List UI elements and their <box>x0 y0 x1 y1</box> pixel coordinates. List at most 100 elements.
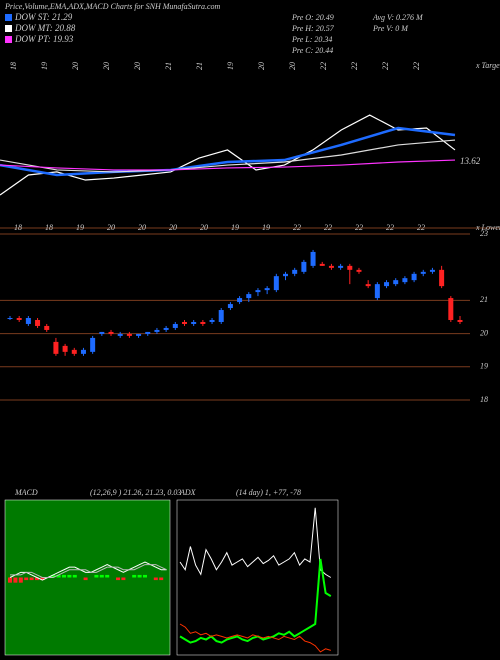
candle-body <box>457 319 463 322</box>
date-label: 22 <box>355 223 363 232</box>
candle-body <box>429 269 435 272</box>
candle-body <box>108 331 114 334</box>
ema-last-label: 13.62 <box>460 156 481 166</box>
candle-body <box>246 294 252 299</box>
date-label: 20 <box>107 223 115 232</box>
candle-body <box>365 284 371 287</box>
candle-body <box>402 278 408 283</box>
histogram-bar <box>72 574 77 578</box>
candle-body <box>99 331 105 334</box>
histogram-bar <box>40 577 45 581</box>
histogram-bar <box>35 577 39 581</box>
candle-body <box>283 273 289 277</box>
candle-body <box>7 317 13 319</box>
histogram-bar <box>159 577 164 581</box>
stat: Pre L: 20.34 <box>291 35 332 44</box>
histogram-bar <box>105 574 110 578</box>
candle-body <box>347 265 353 270</box>
y-tick-label: 19 <box>480 362 488 371</box>
candle-body <box>393 280 399 285</box>
histogram-bar <box>67 574 72 578</box>
candle-body <box>237 298 243 303</box>
adx-line <box>179 507 332 578</box>
candle-body <box>25 317 31 324</box>
histogram-bar <box>24 577 29 581</box>
stat: Pre H: 20.57 <box>291 24 335 33</box>
candle-body <box>80 349 86 354</box>
adx-label: ADX <box>179 488 197 497</box>
candle-body <box>328 265 334 268</box>
date-label: 22 <box>293 223 301 232</box>
candle-body <box>191 321 197 324</box>
date-label: 19 <box>40 62 49 70</box>
date-label: 21 <box>195 62 204 70</box>
candle-body <box>117 333 123 336</box>
candle-body <box>90 337 96 352</box>
legend-swatch <box>5 36 12 43</box>
macd-line <box>9 561 167 581</box>
page-title: Price,Volume,EMA,ADX,MACD Charts for SNH… <box>4 2 221 11</box>
ema-line <box>0 139 456 173</box>
candle-body <box>200 321 206 324</box>
candle-body <box>209 319 215 322</box>
date-label: 18 <box>45 223 53 232</box>
ema-line <box>0 114 456 196</box>
candle-body <box>255 290 261 293</box>
histogram-bar <box>56 574 61 578</box>
candle-body <box>145 331 151 334</box>
candle-body <box>273 276 279 291</box>
candle-body <box>448 298 454 320</box>
legend-swatch <box>5 14 12 21</box>
histogram-bar <box>18 577 23 583</box>
histogram-bar <box>116 577 120 581</box>
candle-body <box>227 304 233 309</box>
date-label: 20 <box>169 223 177 232</box>
price-corner-label: x Lower <box>475 223 500 232</box>
date-label: 20 <box>102 62 111 70</box>
candle-body <box>292 269 298 274</box>
y-tick-label: 23 <box>480 229 488 238</box>
candle-body <box>16 317 22 320</box>
histogram-bar <box>29 577 34 581</box>
histogram-bar <box>137 574 142 578</box>
candle-body <box>411 273 417 281</box>
candle-body <box>136 333 142 336</box>
stat: Avg V: 0.276 M <box>372 13 424 22</box>
date-label: 19 <box>262 223 270 232</box>
candle-body <box>319 263 325 266</box>
candle-body <box>338 265 344 268</box>
y-tick-label: 21 <box>480 295 488 304</box>
histogram-bar <box>121 577 126 581</box>
histogram-bar <box>62 574 66 578</box>
stat: Pre O: 20.49 <box>291 13 334 22</box>
adx-params: (14 day) 1, +77, -78 <box>236 488 301 497</box>
candle-body <box>44 325 50 330</box>
ema-line <box>0 159 456 171</box>
candle-body <box>62 345 68 352</box>
candle-body <box>374 284 380 299</box>
stat: Pre V: 0 M <box>372 24 409 33</box>
y-tick-label: 18 <box>480 395 488 404</box>
legend-swatch <box>5 25 12 32</box>
histogram-bar <box>83 577 88 581</box>
date-label: 22 <box>319 62 328 70</box>
date-label: 22 <box>417 223 425 232</box>
adx-line <box>179 623 331 653</box>
date-label: 19 <box>226 62 235 70</box>
candle-body <box>301 261 307 272</box>
date-label: 22 <box>381 62 390 70</box>
candle-body <box>181 321 187 324</box>
stat: Pre C: 20.44 <box>291 46 333 55</box>
candle-body <box>384 282 390 287</box>
candle-body <box>35 319 41 326</box>
date-label: 22 <box>350 62 359 70</box>
adx-area <box>176 499 339 656</box>
adx-line <box>179 558 332 644</box>
histogram-bar <box>51 574 56 578</box>
ema-line <box>0 126 456 177</box>
date-label: 21 <box>164 62 173 70</box>
date-label: 19 <box>231 223 239 232</box>
candle-body <box>356 269 362 272</box>
